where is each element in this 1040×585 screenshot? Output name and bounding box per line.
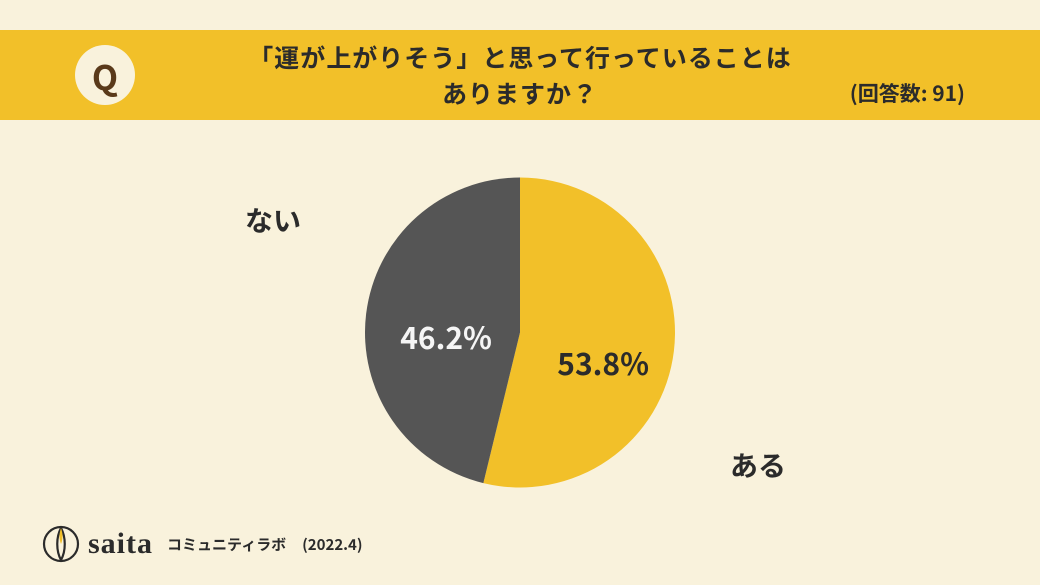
respondent-count: (回答数: 91) [850,78,965,108]
slice-percentage: 53.8% [557,340,649,384]
footer: saita コミュニティラボ (2022.4) [42,525,363,563]
slice-label: ない [245,200,301,240]
slice-label: ある [730,445,786,485]
chart-area: 53.8% 46.2% ある ない [0,150,1040,520]
question-line2: ありますか？ [442,75,598,111]
pie-chart: 53.8% 46.2% [365,178,675,493]
brand-name: saita [88,527,153,561]
header-band: Q 「運が上がりそう」と思って行っていることは ありますか？ (回答数: 91) [0,30,1040,120]
footer-date: (2022.4) [302,534,362,555]
footer-sub: コミュニティラボ [167,534,286,555]
q-badge: Q [75,45,135,105]
brand-logo-icon [42,525,80,563]
slice-percentage: 46.2% [400,314,492,358]
question-line1: 「運が上がりそう」と思って行っていることは [248,39,792,75]
